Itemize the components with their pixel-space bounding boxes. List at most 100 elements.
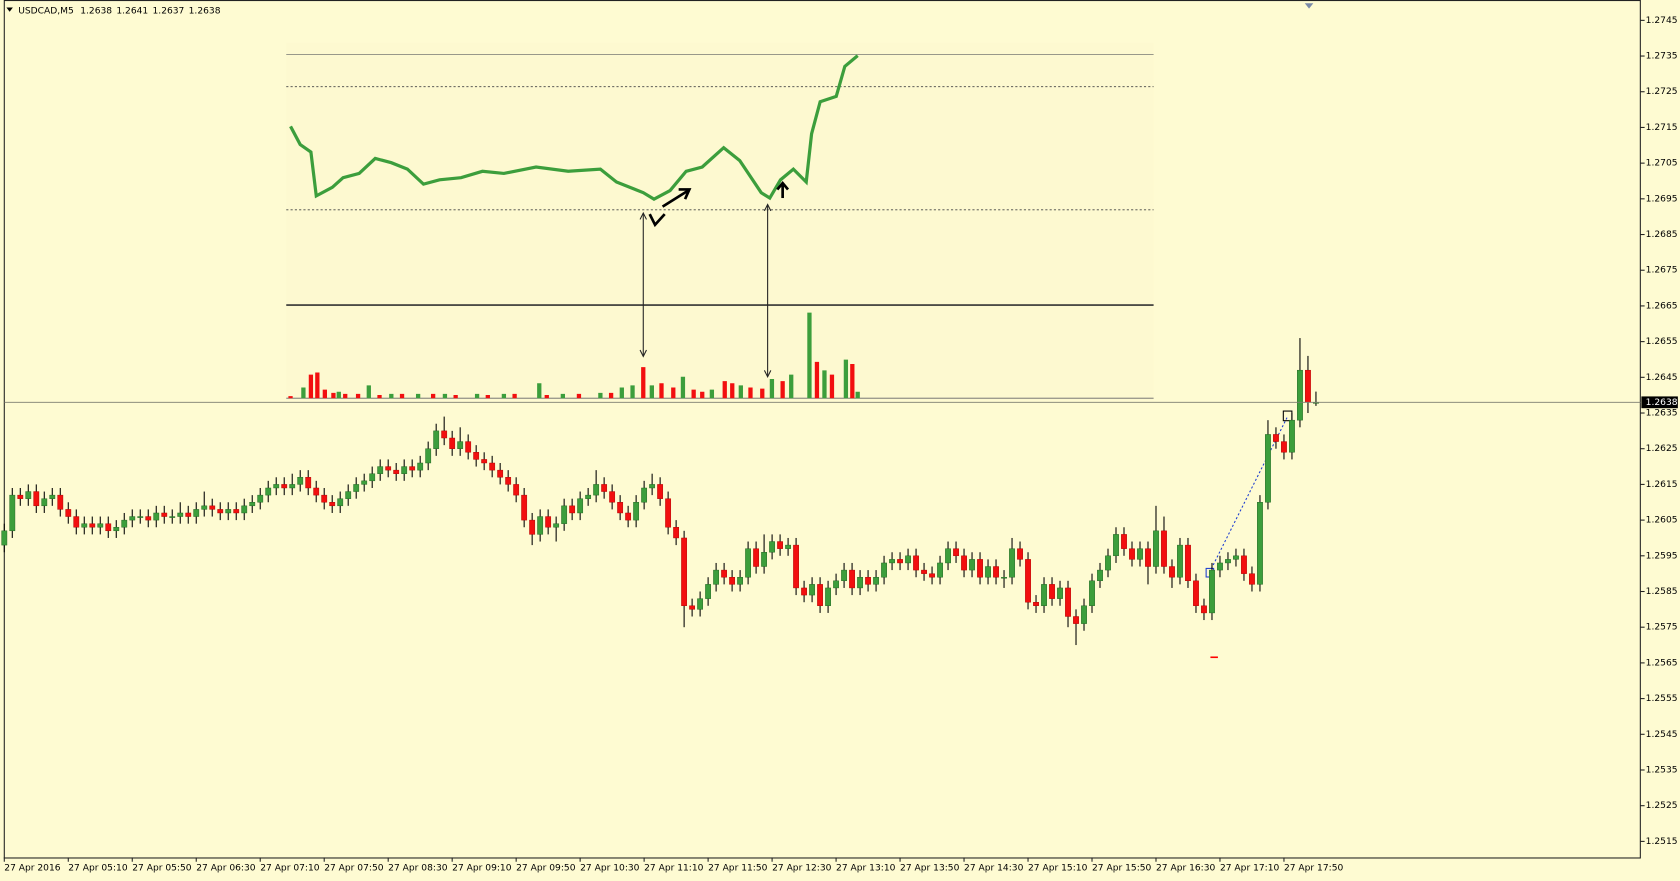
candle-body [305, 477, 312, 489]
candle-body [1217, 562, 1223, 571]
candle-body [361, 480, 368, 485]
candle-body [553, 523, 560, 528]
candle-body [1, 530, 8, 546]
y-tick-label: 1.2535 [1646, 765, 1678, 775]
header-arrow [6, 7, 13, 12]
candle-body [433, 430, 440, 449]
x-tick-label: 27 Apr 16:30 [1156, 864, 1216, 874]
candle-body [713, 569, 720, 585]
y-tick-label: 1.2605 [1646, 516, 1678, 526]
candle-body [689, 605, 696, 610]
candle-body [233, 509, 240, 514]
candle-body [537, 516, 544, 535]
candle-body [569, 505, 576, 514]
candle-body [721, 569, 727, 578]
candle-body [793, 544, 799, 589]
candle-body [481, 459, 488, 464]
candle-body [1057, 587, 1063, 599]
candle-body [993, 566, 999, 578]
candle-body [33, 491, 40, 507]
x-tick-label: 27 Apr 06:30 [196, 864, 256, 874]
x-tick-label: 27 Apr 15:50 [1092, 864, 1152, 874]
candle-body [1289, 419, 1295, 453]
inset-check-mark [648, 213, 666, 228]
candle-body [745, 548, 751, 578]
candle-body [1089, 580, 1095, 606]
candle-body [441, 430, 448, 439]
candle-body [457, 441, 464, 449]
header-low: 1.2637 [153, 6, 185, 16]
candle-body [545, 516, 552, 528]
candle-body [1233, 555, 1239, 560]
candle-body [249, 502, 256, 507]
inset-arrowhead [639, 349, 647, 358]
candle-body [1025, 559, 1031, 603]
candle-body [1137, 548, 1143, 560]
candle-body [129, 516, 136, 521]
candle-body [417, 462, 424, 471]
candle-body [969, 559, 975, 571]
candle-body [345, 491, 352, 499]
candle-body [201, 505, 208, 510]
x-tick-label: 27 Apr 05:10 [68, 864, 128, 874]
x-tick-label: 27 Apr 10:30 [580, 864, 640, 874]
candle-body [617, 502, 624, 514]
candle-body [801, 587, 807, 596]
candle-body [681, 537, 688, 606]
candle-body [281, 484, 288, 489]
candle-body [1177, 544, 1183, 578]
y-tick-label: 1.2655 [1646, 337, 1678, 347]
candle-body [337, 498, 344, 507]
candle-body [17, 494, 24, 499]
candle-body [753, 548, 759, 567]
candle-body [881, 562, 887, 578]
y-tick-label: 1.2625 [1646, 444, 1678, 454]
candle-body [177, 512, 184, 517]
inset-picture [286, 42, 1154, 401]
candle-body [113, 527, 120, 532]
candle-body [657, 484, 664, 499]
candle-body [145, 516, 152, 521]
candle-body [193, 509, 200, 517]
candle-body [41, 498, 48, 507]
x-tick-label: 27 Apr 15:10 [1028, 864, 1088, 874]
candle-body [1273, 434, 1279, 442]
candle-body [841, 569, 847, 582]
current-price-box [1641, 396, 1678, 409]
candle-body [849, 569, 855, 589]
trend-line [1208, 416, 1289, 573]
inset-volume-up [301, 312, 860, 399]
y-tick-label: 1.2585 [1646, 587, 1678, 597]
candle-body [913, 555, 919, 571]
y-tick-label: 1.2725 [1646, 87, 1678, 97]
header-open: 1.2638 [80, 6, 112, 16]
candle-body [425, 448, 432, 464]
candle-body [513, 484, 520, 496]
candle-body [81, 523, 88, 528]
candle-body [961, 555, 967, 571]
candle-body [777, 541, 783, 549]
x-tick-label: 27 Apr 13:50 [900, 864, 960, 874]
x-tick-label: 27 Apr 09:50 [516, 864, 576, 874]
candle-body [817, 584, 823, 606]
candle-body [369, 473, 376, 482]
candle-body [921, 569, 927, 574]
candle-body [1065, 587, 1071, 617]
candle-body [9, 494, 16, 532]
candle-body [185, 512, 192, 517]
candle-body [1049, 584, 1055, 599]
candle-body [929, 573, 935, 578]
candle-body [633, 502, 640, 521]
candle-body [937, 562, 943, 578]
inset-arrowhead [763, 203, 772, 212]
inset-up-arrowhead [776, 180, 790, 191]
candle-body [385, 466, 392, 471]
candle-body [73, 516, 80, 528]
x-tick-label: 27 Apr 09:10 [452, 864, 512, 874]
candle-body [825, 587, 831, 606]
candle-body [1185, 544, 1191, 582]
candle-body [1041, 584, 1047, 606]
candle-body [169, 516, 176, 518]
